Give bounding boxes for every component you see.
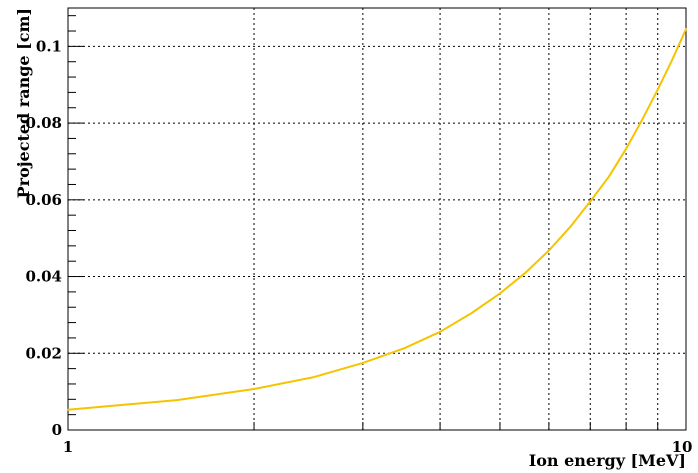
x-tick-label: 10 <box>672 438 693 456</box>
plot-frame <box>67 7 687 431</box>
x-tick-label: 1 <box>63 438 73 456</box>
y-tick-label: 0.08 <box>25 114 62 132</box>
y-tick-label: 0 <box>52 421 62 439</box>
y-tick-label: 0.02 <box>25 344 62 362</box>
y-axis-title: Projected range [cm] <box>14 8 33 198</box>
y-tick-label: 0.1 <box>36 37 62 55</box>
tick-labels: 0 0.02 0.04 0.06 0.08 0.1 1 10 <box>25 37 692 456</box>
grid <box>68 8 686 430</box>
x-axis-title: Ion energy [MeV] <box>529 451 686 470</box>
axis-ticks <box>67 15 687 431</box>
y-tick-label: 0.06 <box>25 191 62 209</box>
series-line <box>67 28 687 411</box>
series-layer <box>67 28 687 411</box>
y-tick-label: 0.04 <box>25 268 62 286</box>
